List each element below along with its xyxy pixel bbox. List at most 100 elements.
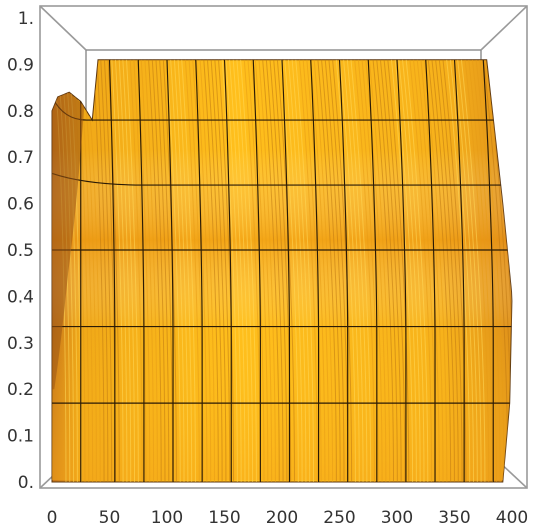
texture-streak (218, 59, 235, 482)
surface-texture (56, 59, 512, 482)
texture-streak (453, 59, 478, 482)
texture-streak (306, 59, 326, 482)
texture-streak (85, 110, 97, 482)
texture-streak (229, 59, 246, 482)
texture-streak (295, 59, 315, 482)
texture-streak (81, 104, 94, 482)
y-tick-label: 0.1 (7, 427, 34, 447)
texture-streak (379, 59, 402, 482)
texture-streak (254, 59, 273, 482)
texture-streak (302, 59, 322, 482)
texture-streak (199, 59, 216, 482)
texture-streak (203, 59, 219, 482)
texture-streak (240, 59, 257, 482)
texture-streak (170, 59, 185, 482)
texture-streak (291, 59, 311, 482)
texture-streak (206, 59, 223, 482)
texture-streak (133, 59, 147, 482)
y-tick-label: 0.9 (7, 55, 34, 75)
y-tick-label: 0.6 (7, 195, 34, 215)
texture-streak (479, 59, 505, 482)
texture-streak (269, 59, 288, 482)
texture-streak (365, 59, 387, 482)
mesh-vertical-line (396, 59, 407, 482)
texture-streak (232, 59, 250, 482)
mesh-vertical-lines (80, 59, 494, 482)
texture-streak (435, 59, 459, 482)
texture-streak (416, 59, 440, 482)
texture-streak (126, 59, 139, 482)
texture-streak (387, 59, 410, 482)
mesh-vertical-line (367, 59, 378, 482)
y-tick-label: 0.2 (7, 380, 34, 400)
texture-streak (159, 59, 174, 482)
texture-streak (177, 59, 193, 482)
texture-streak (173, 59, 189, 482)
texture-streak (508, 59, 512, 482)
y-tick-label: 0.7 (7, 148, 34, 168)
texture-streak (471, 59, 497, 482)
mesh-vertical-line (252, 59, 261, 482)
x-tick-label: 400 (496, 508, 528, 528)
texture-streak (372, 59, 395, 482)
mesh-vertical-line (425, 59, 436, 482)
texture-streak (310, 59, 330, 482)
texture-streak (195, 59, 212, 482)
texture-streak (339, 59, 360, 482)
texture-streak (89, 115, 101, 482)
x-tick-label: 300 (381, 508, 413, 528)
texture-streak (210, 59, 227, 482)
mesh-vertical-line (108, 59, 116, 482)
texture-streak (140, 59, 155, 482)
y-tick-label: 0.5 (7, 241, 34, 261)
texture-streak (243, 59, 261, 482)
texture-streak (449, 59, 475, 482)
texture-streak (357, 59, 379, 482)
x-tick-label: 350 (438, 508, 470, 528)
texture-streak (438, 59, 463, 482)
texture-streak (118, 59, 132, 482)
x-tick-label: 250 (323, 508, 355, 528)
texture-streak (273, 59, 292, 482)
texture-streak (346, 59, 368, 482)
mesh-vertical-line (223, 59, 232, 482)
texture-streak (114, 59, 128, 482)
texture-streak (317, 59, 337, 482)
texture-streak (258, 59, 276, 482)
texture-streak (321, 59, 341, 482)
texture-streak (442, 59, 467, 482)
texture-streak (324, 59, 345, 482)
texture-streak (409, 59, 433, 482)
texture-streak (424, 59, 448, 482)
texture-streak (460, 59, 486, 482)
texture-streak (354, 59, 375, 482)
y-tick-label: 0. (18, 473, 34, 493)
mesh-vertical-line (195, 59, 203, 482)
texture-streak (420, 59, 444, 482)
texture-streak (383, 59, 406, 482)
texture-streak (111, 59, 124, 482)
texture-streak (181, 59, 196, 482)
texture-streak (468, 59, 494, 482)
texture-streak (236, 59, 254, 482)
texture-streak (343, 59, 364, 482)
texture-streak (402, 59, 425, 482)
texture-streak (284, 59, 303, 482)
texture-streak (398, 59, 421, 482)
texture-streak (335, 59, 356, 482)
texture-streak (144, 59, 158, 482)
x-tick-label: 150 (208, 508, 240, 528)
texture-streak (148, 59, 162, 482)
y-tick-label: 0.3 (7, 334, 34, 354)
texture-streak (482, 59, 509, 482)
texture-streak (100, 59, 113, 482)
y-axis-ticks: 0. 0.1 0.2 0.3 0.4 0.5 0.6 0.7 0.8 0.9 1. (7, 9, 34, 493)
x-tick-label: 0 (47, 508, 58, 528)
texture-streak (464, 59, 490, 482)
texture-streak (427, 59, 452, 482)
mesh-vertical-line (310, 59, 320, 482)
texture-streak (390, 59, 414, 482)
texture-streak (446, 59, 471, 482)
texture-streak (332, 59, 353, 482)
